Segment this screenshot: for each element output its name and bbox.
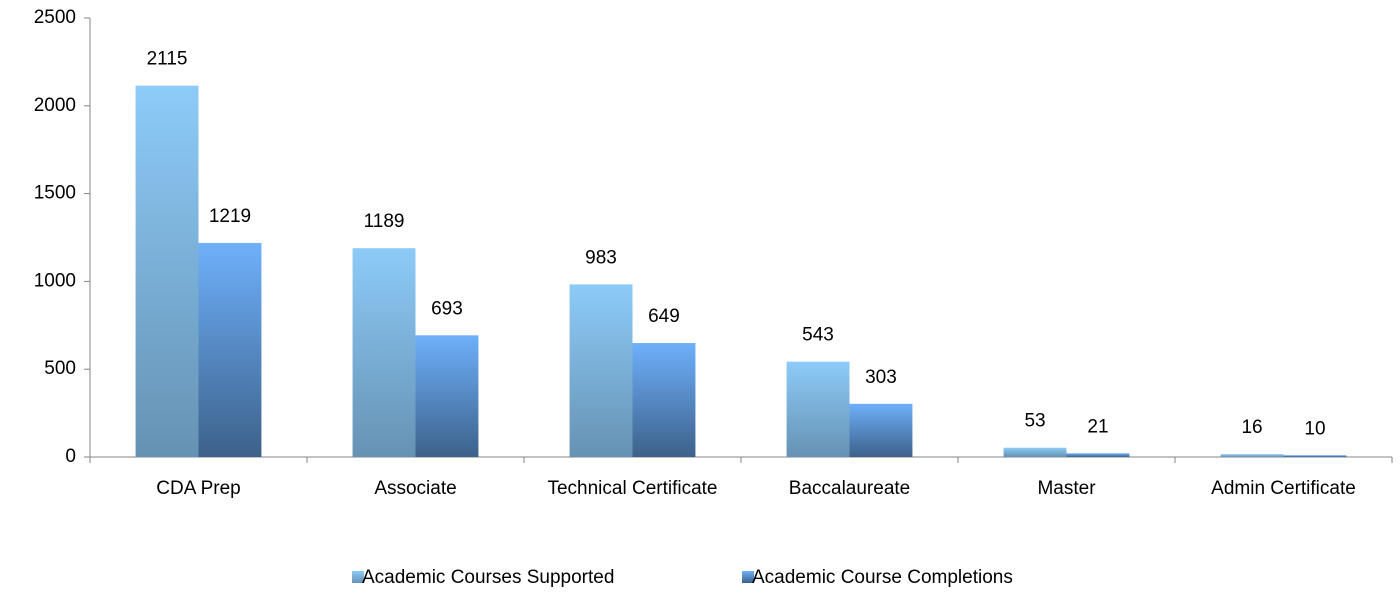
bar [849, 403, 913, 457]
y-tick-label: 2500 [34, 7, 76, 28]
data-label: 10 [1304, 418, 1325, 439]
data-label: 649 [648, 306, 680, 327]
x-tick-label-box: Associate [374, 478, 457, 499]
data-label: 303 [865, 367, 897, 388]
x-tick-label-box: Admin Certificate [1211, 478, 1356, 499]
y-tick-label: 2000 [34, 95, 76, 116]
bar [786, 361, 850, 457]
x-tick-label: Baccalaureate [788, 478, 911, 499]
x-tick-label: Admin Certificate [1211, 478, 1356, 499]
data-label: 693 [431, 298, 463, 319]
x-tick-label-box: CDA Prep [156, 478, 241, 499]
legend-label: Academic Course Completions [752, 567, 1013, 588]
y-tick-label: 1000 [34, 270, 76, 291]
x-tick-label-box: Technical Certificate [547, 478, 718, 499]
legend-swatch [742, 571, 754, 583]
y-tick-label: 1500 [34, 183, 76, 204]
x-tick-label-box: Baccalaureate [788, 478, 911, 499]
legend-label: Academic Courses Supported [362, 567, 614, 588]
data-label: 16 [1241, 417, 1262, 438]
x-tick-label: Associate [374, 478, 457, 499]
bar [1066, 453, 1130, 457]
bar [569, 284, 633, 457]
data-label: 1219 [209, 206, 251, 227]
bar [632, 343, 696, 457]
bar [352, 248, 416, 457]
bar [198, 242, 262, 457]
data-label: 2115 [147, 49, 188, 70]
data-label: 983 [585, 247, 617, 268]
data-label: 543 [802, 325, 834, 346]
data-label: 53 [1024, 411, 1045, 432]
x-tick-label-box: Master [1037, 478, 1096, 499]
bar [1283, 455, 1347, 457]
bar [135, 85, 199, 457]
y-tick-label: 0 [65, 446, 76, 467]
data-label: 1189 [364, 211, 405, 232]
bar [415, 335, 479, 457]
bar [1220, 454, 1284, 457]
y-tick-label: 500 [44, 358, 76, 379]
data-label: 21 [1087, 416, 1108, 437]
x-tick-label: Master [1037, 478, 1096, 499]
x-tick-label: Technical Certificate [547, 478, 718, 499]
x-tick-label: CDA Prep [156, 478, 241, 499]
bar [1003, 447, 1067, 457]
legend-swatch [352, 571, 364, 583]
